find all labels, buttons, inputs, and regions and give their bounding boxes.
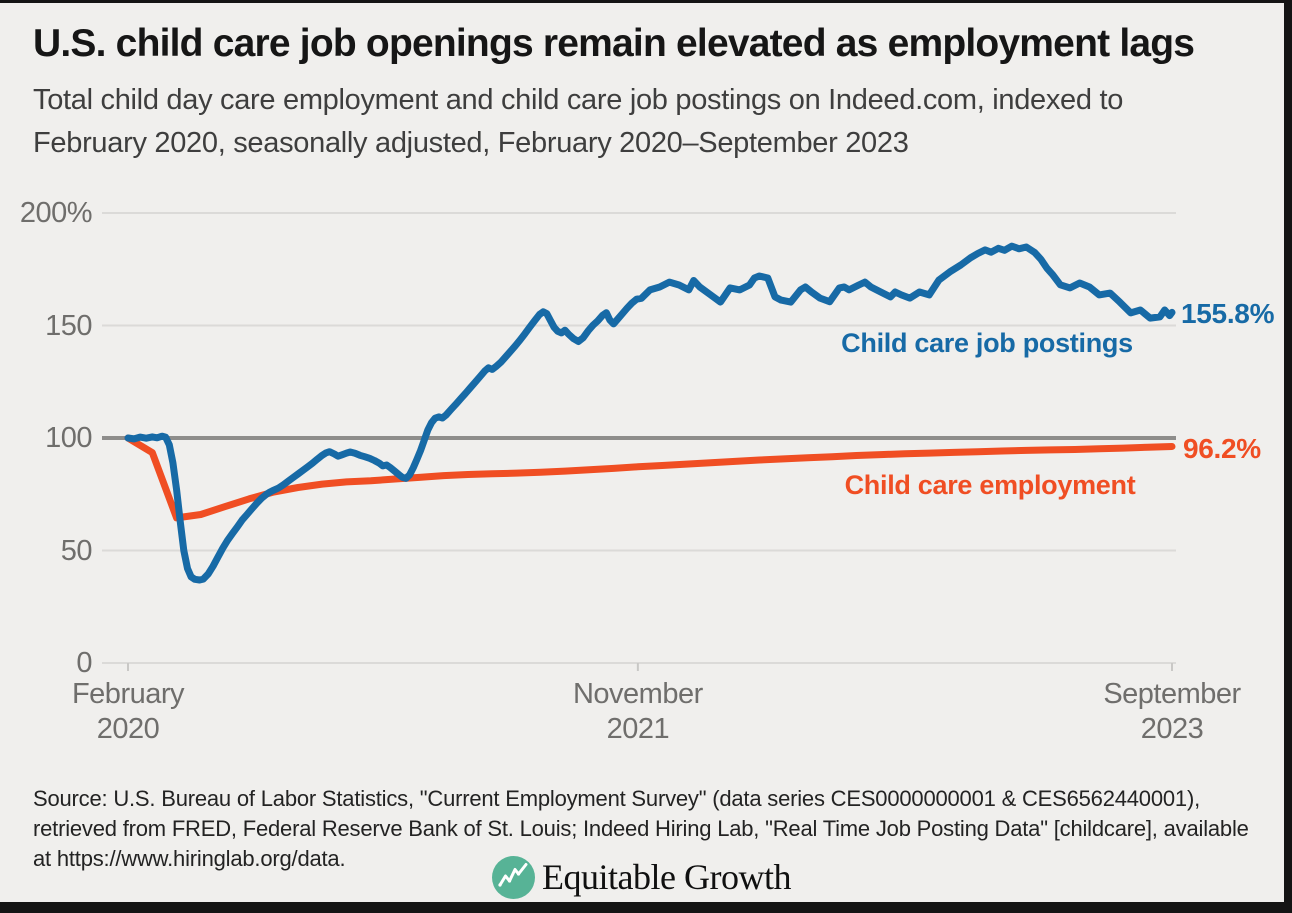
y-axis-label-150: 150 — [45, 309, 92, 342]
source-note-line2: retrieved from FRED, Federal Reserve Ban… — [33, 816, 1249, 841]
y-axis-label-100: 100 — [45, 422, 92, 454]
y-axis-label-200: 200% — [19, 197, 93, 229]
chart-subtitle-line2: February 2020, seasonally adjusted, Febr… — [33, 127, 909, 159]
x-axis-label-february-2020: February 2020 — [71, 678, 185, 745]
source-note-line1: Source: U.S. Bureau of Labor Statistics,… — [33, 786, 1200, 811]
chart-subtitle-line1: Total child day care employment and chil… — [33, 84, 1124, 116]
y-axis-label-0: 0 — [76, 647, 92, 679]
x-axis-label-november-2021: November 2021 — [572, 678, 703, 745]
logo-wordmark: Equitable Growth — [542, 857, 791, 897]
end-value-job-postings: 155.8% — [1181, 298, 1275, 329]
series-line-child-care-employment — [124, 434, 1176, 522]
top-border — [0, 0, 1292, 3]
source-note-line3: at https://www.hiringlab.org/data. — [33, 846, 346, 871]
logo-chart-icon — [492, 855, 535, 899]
bottom-border — [0, 902, 1292, 913]
x-axis-label-september-2023: September 2023 — [1103, 678, 1241, 745]
right-border — [1284, 0, 1292, 913]
equitable-growth-logo: Equitable Growth — [492, 855, 791, 899]
y-axis-label-50: 50 — [60, 534, 93, 567]
series-label-employment: Child care employment — [844, 470, 1136, 500]
series-line-child-care-job-postings — [124, 242, 1176, 584]
series-label-job-postings: Child care job postings — [841, 328, 1133, 358]
end-value-employment: 96.2% — [1183, 433, 1261, 464]
page-title: U.S. child care job openings remain elev… — [33, 22, 1195, 65]
